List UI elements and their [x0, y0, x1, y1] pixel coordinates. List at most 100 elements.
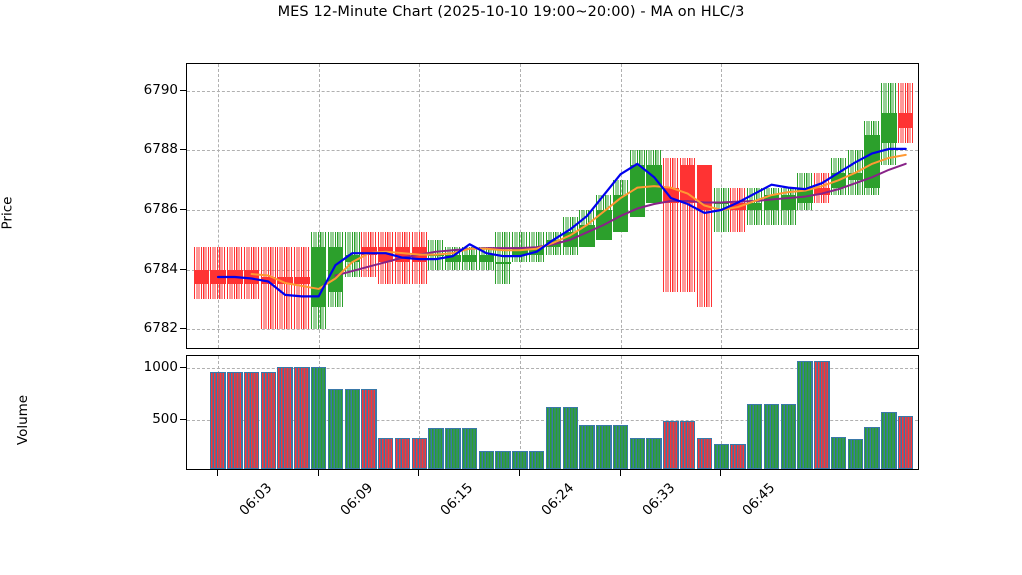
volume-bar: [612, 424, 629, 469]
x-tick-label: 06:45: [739, 480, 779, 519]
candlestick: [596, 195, 612, 240]
candle-body: [327, 247, 344, 292]
candlestick: [193, 247, 209, 300]
candlestick: [663, 157, 679, 292]
candle-body: [428, 254, 444, 257]
candlestick: [562, 217, 578, 255]
candlestick: [378, 232, 394, 285]
x-tick-label: 06:15: [437, 480, 477, 519]
volume-bar: [294, 367, 310, 469]
volume-bar: [679, 420, 696, 469]
volume-bar: [898, 415, 914, 469]
candlestick: [629, 150, 646, 218]
candlestick: [780, 187, 797, 225]
candlestick: [428, 239, 444, 270]
candlestick: [411, 232, 428, 285]
candle-body: [277, 277, 293, 285]
volume-bar: [445, 427, 461, 469]
candle-body: [310, 247, 327, 307]
candlestick: [294, 247, 310, 330]
x-tick-mark: [217, 470, 219, 476]
candle-body: [814, 187, 830, 196]
candlestick: [478, 247, 495, 270]
candlestick: [814, 172, 830, 203]
volume-bar: [663, 420, 679, 469]
candle-body: [646, 165, 662, 203]
volume-bar: [696, 438, 713, 469]
volume-bar: [227, 372, 243, 469]
x-tick-mark: [317, 470, 319, 476]
volume-bar: [545, 407, 562, 469]
candlestick: [243, 247, 260, 300]
candle-wick: [495, 232, 511, 285]
candlestick: [747, 187, 763, 225]
candle-wick: [730, 187, 746, 233]
volume-bar: [797, 361, 813, 469]
x-tick-label: 06:24: [538, 480, 578, 519]
x-tick-mark: [418, 470, 420, 476]
candlestick: [864, 120, 880, 196]
chart-title: MES 12-Minute Chart (2025-10-10 19:00~20…: [277, 4, 745, 20]
price-tick-label: 6788: [143, 141, 178, 158]
gridline-vertical: [419, 356, 421, 469]
candle-body: [411, 247, 428, 263]
volume-bar: [847, 439, 864, 469]
volume-bar: [478, 451, 495, 469]
gridline-vertical: [218, 64, 220, 348]
volume-bar: [361, 389, 377, 469]
gridline-vertical: [519, 64, 521, 348]
candle-body: [596, 209, 612, 240]
candlestick: [512, 232, 528, 263]
gridline-horizontal: [187, 150, 918, 152]
candle-body: [830, 172, 847, 188]
x-tick-label: 06:33: [638, 480, 678, 519]
x-tick-mark: [720, 470, 722, 476]
candle-body: [344, 254, 360, 263]
candle-body: [864, 135, 880, 188]
price-tick-label: 6790: [143, 81, 178, 98]
volume-bar: [780, 403, 797, 469]
candlestick: [830, 157, 847, 196]
price-tick-mark: [180, 149, 186, 151]
candlestick: [898, 83, 914, 143]
volume-bar: [378, 438, 394, 469]
volume-bar: [310, 367, 327, 469]
volume-bar: [243, 372, 260, 469]
candlestick: [227, 247, 243, 300]
volume-bar: [646, 438, 662, 469]
volume-bar: [629, 438, 646, 469]
candle-body: [747, 202, 763, 210]
candlestick: [344, 232, 360, 277]
gridline-vertical: [620, 356, 622, 469]
x-tick-label: 06:09: [337, 480, 376, 519]
volume-bar: [210, 372, 226, 469]
price-tick-mark: [180, 89, 186, 91]
candle-wick: [294, 247, 310, 330]
x-tick-mark: [518, 470, 520, 476]
candle-body: [629, 165, 646, 218]
volume-bar: [596, 424, 612, 469]
candle-wick: [260, 247, 277, 330]
volume-bar: [260, 372, 277, 469]
gridline-vertical: [419, 64, 421, 348]
volume-bar: [495, 451, 511, 469]
candle-body: [445, 254, 461, 263]
x-tick-mark: [619, 470, 621, 476]
gridline-horizontal: [187, 329, 918, 331]
candlestick: [461, 247, 478, 270]
price-panel: [186, 63, 919, 349]
volume-bar: [713, 443, 729, 469]
gridline-horizontal: [187, 90, 918, 92]
candle-body: [679, 165, 696, 203]
candle-body: [461, 254, 478, 263]
candlestick: [696, 165, 713, 307]
candlestick: [545, 232, 562, 255]
candle-body: [713, 202, 729, 205]
volume-panel: [186, 355, 919, 470]
price-tick-mark: [180, 328, 186, 330]
candle-body: [378, 247, 394, 263]
candle-body: [579, 224, 595, 248]
candlestick: [646, 150, 662, 203]
candlestick: [310, 232, 327, 330]
volume-bar: [763, 403, 780, 469]
